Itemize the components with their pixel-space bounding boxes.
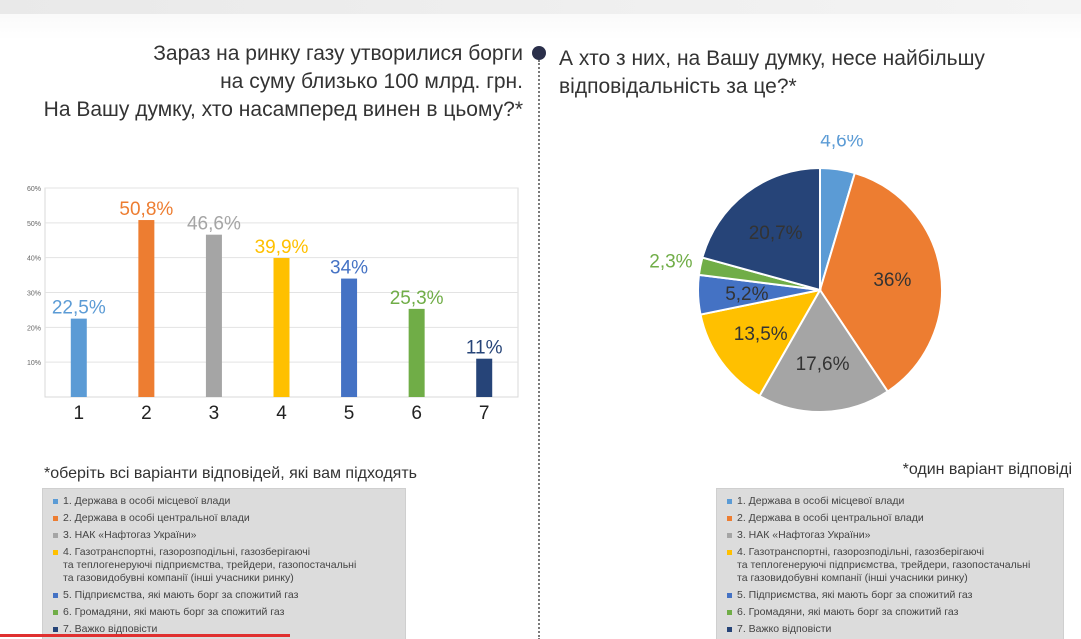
legend-item: 2. Держава в особі центральної влади [53, 512, 399, 525]
legend-swatch [727, 499, 732, 504]
pie-value-label: 4,6% [820, 135, 863, 152]
legend-swatch [53, 533, 58, 538]
legend-swatch [727, 550, 732, 555]
divider-dot [532, 46, 546, 60]
legend-item: 6. Громадяни, які мають борг за спожитий… [53, 606, 399, 619]
legend-label: 7. Важко відповісти [737, 623, 832, 635]
legend-label: 6. Громадяни, які мають борг за спожитий… [63, 606, 285, 618]
legend-label: 2. Держава в особі центральної влади [737, 512, 924, 524]
x-tick-label: 7 [479, 403, 490, 424]
right-question-line-1: А хто з них, на Вашу думку, несе найбіль… [559, 47, 985, 70]
legend-swatch [53, 593, 58, 598]
right-question: А хто з них, на Вашу думку, несе найбіль… [559, 45, 1059, 101]
bar-value-label: 50,8% [119, 199, 173, 220]
x-tick-label: 2 [141, 403, 152, 424]
legend-item: 3. НАК «Нафтогаз України» [53, 529, 399, 542]
legend-label: 1. Держава в особі місцевої влади [63, 495, 231, 507]
bar-value-label: 11% [466, 338, 503, 359]
legend-label: 5. Підприємства, які мають борг за спожи… [737, 589, 973, 601]
legend-swatch [727, 533, 732, 538]
legend-item: 1. Держава в особі місцевої влади [53, 495, 399, 508]
legend-item: 1. Держава в особі місцевої влади [727, 495, 1057, 508]
legend-label: 2. Держава в особі центральної влади [63, 512, 250, 524]
legend-swatch [53, 516, 58, 521]
bar-chart: 10% 20% 30% 40% 50% 60% 22,5% 1 50,8% 2 46,6% 3 39,9… [27, 186, 519, 424]
pie-chart: 4,6% 36% 17,6% 13,5% 5,2% 2,3% 20,7% [649, 135, 943, 413]
legend-label: 4. Газотранспортні, газорозподільні, газ… [63, 546, 357, 584]
right-note: *один варіант відповіді [902, 461, 1072, 478]
legend-swatch [53, 550, 58, 555]
legend-swatch [53, 610, 58, 615]
legend-right: 1. Держава в особі місцевої влади 2. Держ… [716, 488, 1064, 639]
x-tick-label: 5 [344, 403, 355, 424]
bar-value-label: 25,3% [390, 288, 444, 309]
legend-swatch [727, 627, 732, 632]
left-question-line-2: на суму близько 100 млрд. грн. [220, 70, 523, 93]
bar-value-label: 34% [330, 258, 368, 279]
bar-4 [273, 258, 290, 397]
legend-swatch [727, 610, 732, 615]
bar-7 [476, 358, 493, 397]
legend-item: 5. Підприємства, які мають борг за спожи… [53, 589, 399, 602]
legend-swatch [53, 499, 58, 504]
legend-item: 5. Підприємства, які мають борг за спожи… [727, 589, 1057, 602]
legend-item: 2. Держава в особі центральної влади [727, 512, 1057, 525]
left-question-line-3: На Вашу думку, хто насамперед винен в ць… [43, 98, 523, 121]
bar-value-label: 46,6% [187, 214, 241, 235]
bar-value-label: 39,9% [255, 237, 309, 258]
bar-2 [138, 220, 155, 397]
legend-item: 3. НАК «Нафтогаз України» [727, 529, 1057, 542]
legend-label: 1. Держава в особі місцевої влади [737, 495, 905, 507]
pie-value-label: 13,5% [734, 324, 788, 345]
legend-label: 6. Громадяни, які мають борг за спожитий… [737, 606, 959, 618]
x-tick-label: 3 [209, 403, 220, 424]
y-tick-label: 10% [27, 360, 41, 367]
legend-swatch [727, 516, 732, 521]
pie-slice-7 [701, 166, 821, 292]
right-question-line-2: відповідальність за це?* [559, 75, 797, 98]
bar-1 [70, 318, 87, 397]
legend-label: 4. Газотранспортні, газорозподільні, газ… [737, 546, 1031, 584]
left-question-line-1: Зараз на ринку газу утворилися борги [153, 42, 523, 65]
video-progress-bar [0, 634, 290, 637]
legend-item: 4. Газотранспортні, газорозподільні, газ… [727, 546, 1057, 585]
x-tick-label: 6 [411, 403, 422, 424]
legend-left: 1. Держава в особі місцевої влади 2. Держ… [42, 488, 406, 639]
legend-item: 6. Громадяни, які мають борг за спожитий… [727, 606, 1057, 619]
y-tick-label: 60% [27, 186, 41, 193]
bar-6 [408, 308, 425, 397]
bar-5 [341, 278, 358, 397]
legend-label: 7. Важко відповісти [63, 623, 158, 635]
y-tick-label: 50% [27, 221, 41, 228]
x-tick-label: 1 [73, 403, 84, 424]
left-note: *оберіть всі варіанти відповідей, які ва… [44, 465, 417, 482]
pie-value-label: 5,2% [725, 284, 768, 305]
legend-label: 3. НАК «Нафтогаз України» [63, 529, 197, 541]
legend-item: 7. Важко відповісти [53, 623, 399, 636]
pie-slice-2 [818, 171, 943, 393]
pie-value-label: 2,3% [649, 251, 692, 272]
pie-slice-3 [758, 288, 890, 413]
legend-item: 7. Важко відповісти [727, 623, 1057, 636]
y-tick-label: 40% [27, 256, 41, 263]
legend-swatch [53, 627, 58, 632]
bar-3 [205, 234, 222, 397]
section-divider [538, 60, 540, 639]
legend-item: 4. Газотранспортні, газорозподільні, газ… [53, 546, 399, 585]
y-tick-label: 20% [27, 325, 41, 332]
y-tick-label: 30% [27, 291, 41, 298]
legend-label: 3. НАК «Нафтогаз України» [737, 529, 871, 541]
top-bar [0, 0, 1081, 14]
legend-label: 5. Підприємства, які мають борг за спожи… [63, 589, 299, 601]
left-question: Зараз на ринку газу утворилися борги на … [0, 40, 523, 124]
x-tick-label: 4 [276, 403, 287, 424]
pie-value-label: 17,6% [796, 354, 850, 375]
legend-swatch [727, 593, 732, 598]
pie-value-label: 36% [873, 270, 911, 291]
pie-slice-4 [699, 288, 822, 398]
pie-value-label: 20,7% [749, 223, 803, 244]
bar-value-label: 22,5% [52, 298, 106, 319]
